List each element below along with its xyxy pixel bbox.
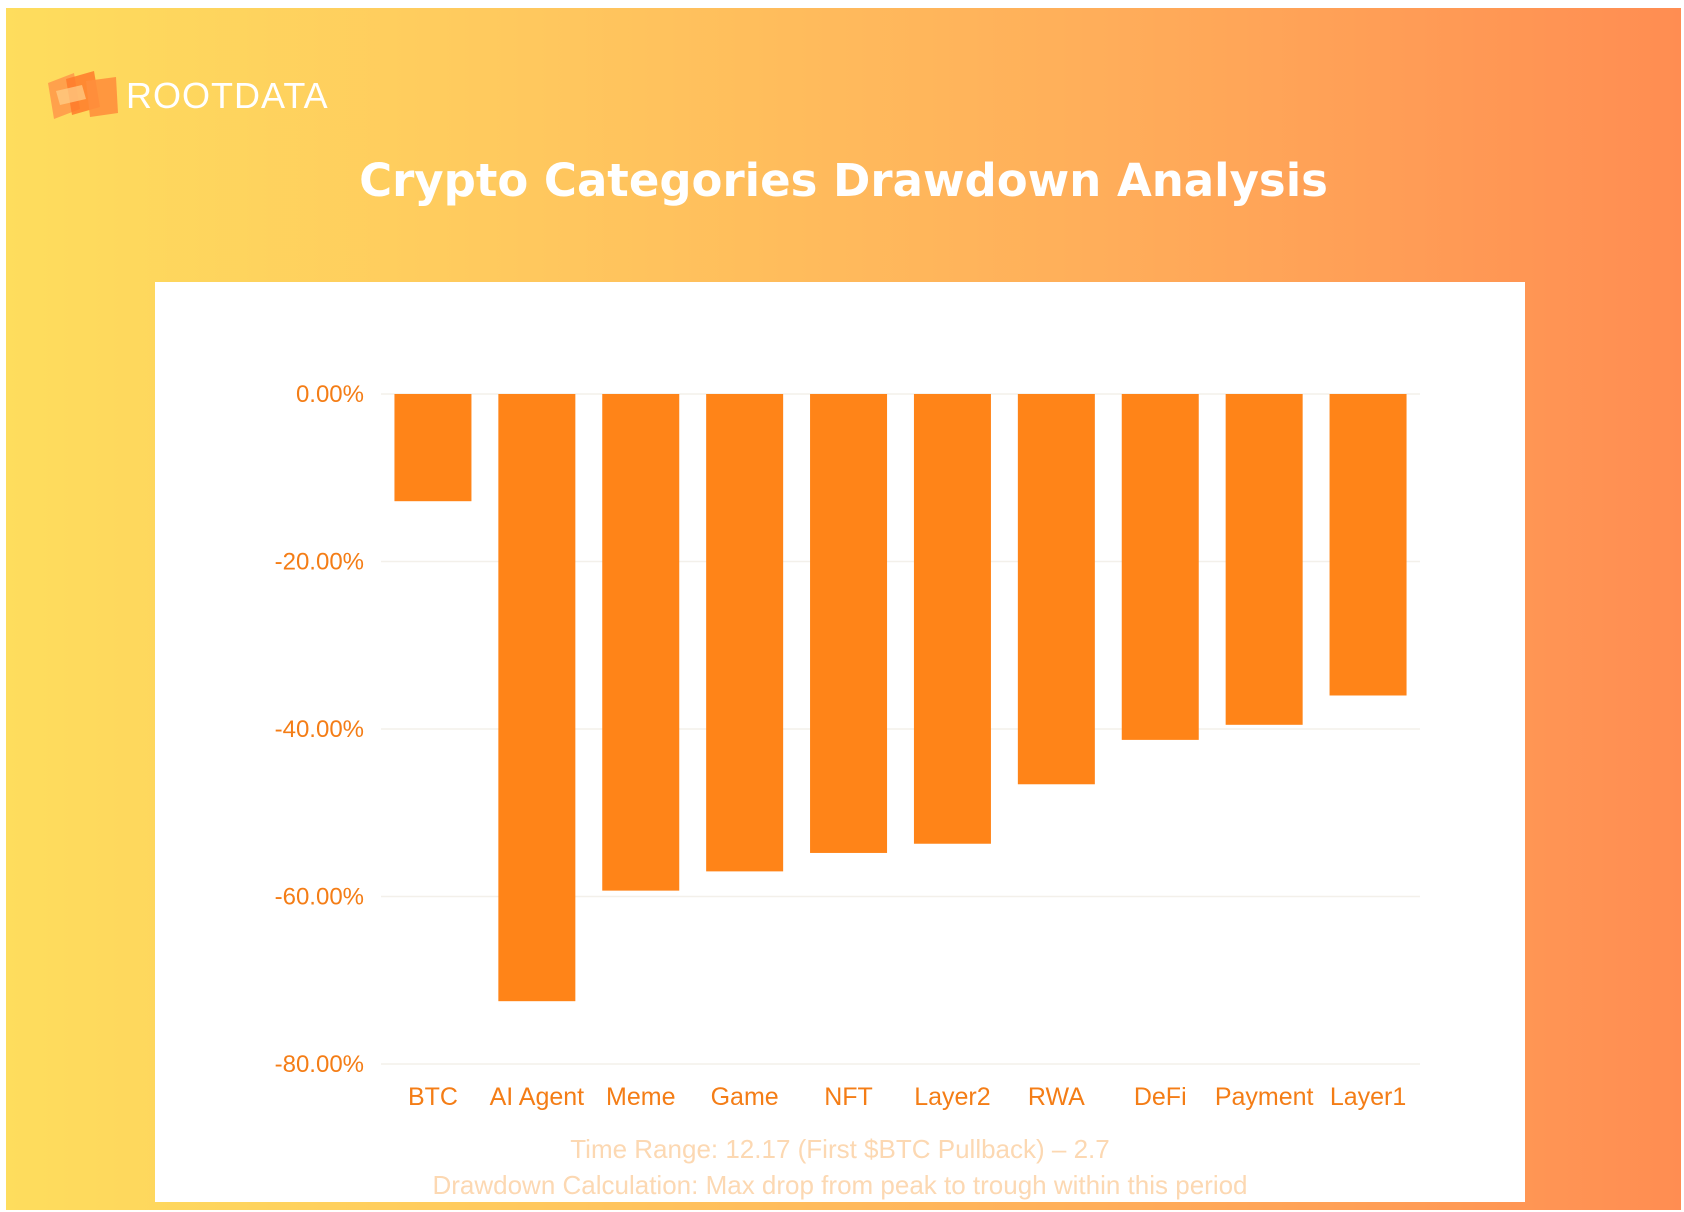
bar-defi <box>1121 394 1199 740</box>
infographic-page: ROOTDATA Crypto Categories Drawdown Anal… <box>6 8 1681 1210</box>
x-category-label: RWA <box>1028 1083 1085 1111</box>
x-category-label: NFT <box>824 1083 873 1111</box>
bar-payment <box>1225 394 1303 725</box>
bar-nft <box>810 394 888 853</box>
chart-panel: 0.00% -20.00% -40.00% -60.00% -80.00% BTC AI A… <box>155 282 1525 1202</box>
bar-btc <box>394 394 472 502</box>
y-tick-label: -20.00% <box>275 549 364 576</box>
bar-meme <box>602 394 680 891</box>
chart-title: Crypto Categories Drawdown Analysis <box>359 154 1328 207</box>
x-category-label: Payment <box>1215 1083 1314 1111</box>
rootdata-logo-icon <box>48 71 118 119</box>
bar-layer2 <box>913 394 991 844</box>
drawdown-bar-chart: 0.00% -20.00% -40.00% -60.00% -80.00% BTC AI A… <box>275 381 1420 1111</box>
x-category-label: Meme <box>606 1083 675 1111</box>
brand-logo-text: ROOTDATA <box>126 75 329 116</box>
y-tick-label: -60.00% <box>275 884 364 911</box>
bar-ai-agent <box>498 394 576 1002</box>
y-tick-label: -80.00% <box>275 1051 364 1078</box>
footnote-drawdown-calculation: Drawdown Calculation: Max drop from peak… <box>432 1170 1248 1200</box>
bar-game <box>706 394 784 872</box>
x-category-label: AI Agent <box>490 1083 585 1111</box>
bar-layer1 <box>1329 394 1407 696</box>
x-category-label: Game <box>711 1083 779 1111</box>
x-category-label: DeFi <box>1134 1083 1187 1111</box>
brand-logo: ROOTDATA <box>46 66 329 126</box>
x-category-label: BTC <box>408 1083 458 1111</box>
y-tick-label: 0.00% <box>296 381 364 408</box>
y-tick-label: -40.00% <box>275 716 364 743</box>
x-category-label: Layer2 <box>914 1083 990 1111</box>
footnote-time-range: Time Range: 12.17 (First $BTC Pullback) … <box>570 1134 1110 1164</box>
bar-rwa <box>1017 394 1095 785</box>
x-category-label: Layer1 <box>1330 1083 1406 1111</box>
